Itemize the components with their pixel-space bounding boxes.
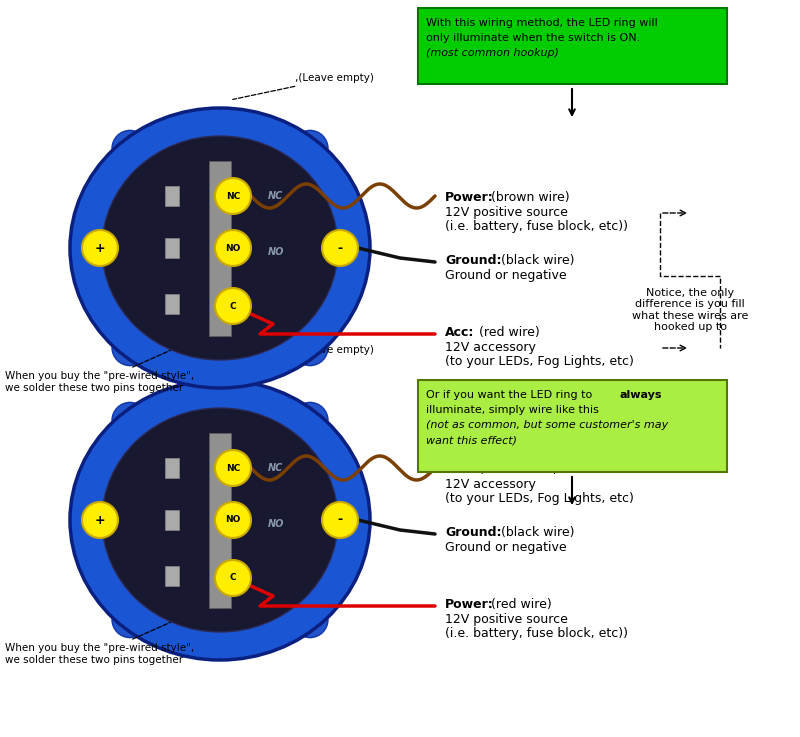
- Text: (brown wire): (brown wire): [475, 463, 558, 476]
- Circle shape: [292, 329, 328, 366]
- Bar: [209, 161, 231, 335]
- Circle shape: [215, 450, 251, 486]
- Text: (brown wire): (brown wire): [487, 191, 570, 204]
- Text: (i.e. battery, fuse block, etc)): (i.e. battery, fuse block, etc)): [445, 220, 628, 233]
- Text: 12V positive source: 12V positive source: [445, 206, 568, 219]
- Text: 12V positive source: 12V positive source: [445, 613, 568, 626]
- Circle shape: [112, 130, 148, 167]
- Bar: [165, 186, 179, 206]
- Ellipse shape: [102, 408, 338, 632]
- Circle shape: [82, 502, 118, 538]
- Bar: [165, 510, 179, 530]
- Text: C: C: [230, 301, 236, 310]
- Text: ,(Leave empty): ,(Leave empty): [233, 345, 374, 371]
- Circle shape: [215, 230, 251, 266]
- Text: With this wiring method, the LED ring will: With this wiring method, the LED ring wi…: [426, 18, 658, 28]
- Text: Notice, the only
difference is you fill
what these wires are
hooked up to: Notice, the only difference is you fill …: [632, 287, 748, 332]
- Text: 12V accessory: 12V accessory: [445, 478, 536, 491]
- Circle shape: [322, 502, 358, 538]
- Text: Ground or negative: Ground or negative: [445, 541, 566, 554]
- Text: NC: NC: [268, 463, 283, 473]
- Circle shape: [112, 402, 148, 439]
- Text: +: +: [94, 514, 106, 526]
- Text: Or if you want the LED ring to: Or if you want the LED ring to: [426, 390, 596, 400]
- Bar: [165, 238, 179, 258]
- Text: When you buy the "pre-wired style",
we solder these two pins together: When you buy the "pre-wired style", we s…: [5, 599, 222, 665]
- Ellipse shape: [70, 380, 370, 660]
- Text: (red wire): (red wire): [475, 326, 540, 339]
- Text: NO: NO: [226, 243, 241, 253]
- Text: (i.e. battery, fuse block, etc)): (i.e. battery, fuse block, etc)): [445, 627, 628, 640]
- Circle shape: [215, 560, 251, 596]
- Ellipse shape: [70, 108, 370, 388]
- Text: NO: NO: [226, 515, 241, 525]
- FancyBboxPatch shape: [418, 380, 727, 472]
- Text: (to your LEDs, Fog Lights, etc): (to your LEDs, Fog Lights, etc): [445, 355, 634, 368]
- Circle shape: [112, 329, 148, 366]
- Circle shape: [215, 502, 251, 538]
- Text: NC: NC: [226, 464, 240, 472]
- FancyBboxPatch shape: [418, 8, 727, 84]
- Text: 12V accessory: 12V accessory: [445, 341, 536, 354]
- Circle shape: [215, 288, 251, 324]
- Text: (to your LEDs, Fog Lights, etc): (to your LEDs, Fog Lights, etc): [445, 492, 634, 505]
- Text: -: -: [338, 242, 342, 254]
- Circle shape: [82, 230, 118, 266]
- Circle shape: [292, 130, 328, 167]
- Text: (most common hookup): (most common hookup): [426, 48, 559, 58]
- Text: (not as common, but some customer's may: (not as common, but some customer's may: [426, 420, 668, 430]
- Text: only illuminate when the switch is ON.: only illuminate when the switch is ON.: [426, 33, 640, 43]
- Bar: [165, 458, 179, 478]
- Text: NO: NO: [268, 247, 284, 257]
- Text: Power:: Power:: [445, 191, 494, 204]
- Bar: [165, 294, 179, 314]
- Text: (black wire): (black wire): [497, 254, 574, 267]
- Circle shape: [215, 178, 251, 214]
- Text: Ground or negative: Ground or negative: [445, 269, 566, 282]
- Text: Acc:: Acc:: [445, 326, 474, 339]
- Text: want this effect): want this effect): [426, 435, 517, 445]
- Text: ,(Leave empty): ,(Leave empty): [233, 73, 374, 99]
- Text: -: -: [338, 514, 342, 526]
- Circle shape: [292, 402, 328, 439]
- Ellipse shape: [102, 136, 338, 360]
- Text: Power:: Power:: [445, 598, 494, 611]
- Text: illuminate, simply wire like this: illuminate, simply wire like this: [426, 405, 599, 415]
- Circle shape: [112, 601, 148, 638]
- Text: NO: NO: [268, 519, 284, 529]
- Text: C: C: [230, 573, 236, 582]
- Text: (black wire): (black wire): [497, 526, 574, 539]
- Text: Ground:: Ground:: [445, 254, 502, 267]
- Circle shape: [322, 230, 358, 266]
- Text: NC: NC: [268, 191, 283, 201]
- Text: NC: NC: [226, 192, 240, 200]
- Circle shape: [292, 601, 328, 638]
- Text: Ground:: Ground:: [445, 526, 502, 539]
- Text: Acc:: Acc:: [445, 463, 474, 476]
- Bar: [209, 433, 231, 607]
- Text: always: always: [619, 390, 662, 400]
- Text: (red wire): (red wire): [487, 598, 552, 611]
- Text: +: +: [94, 242, 106, 254]
- Text: When you buy the "pre-wired style",
we solder these two pins together: When you buy the "pre-wired style", we s…: [5, 327, 222, 393]
- Bar: [165, 566, 179, 586]
